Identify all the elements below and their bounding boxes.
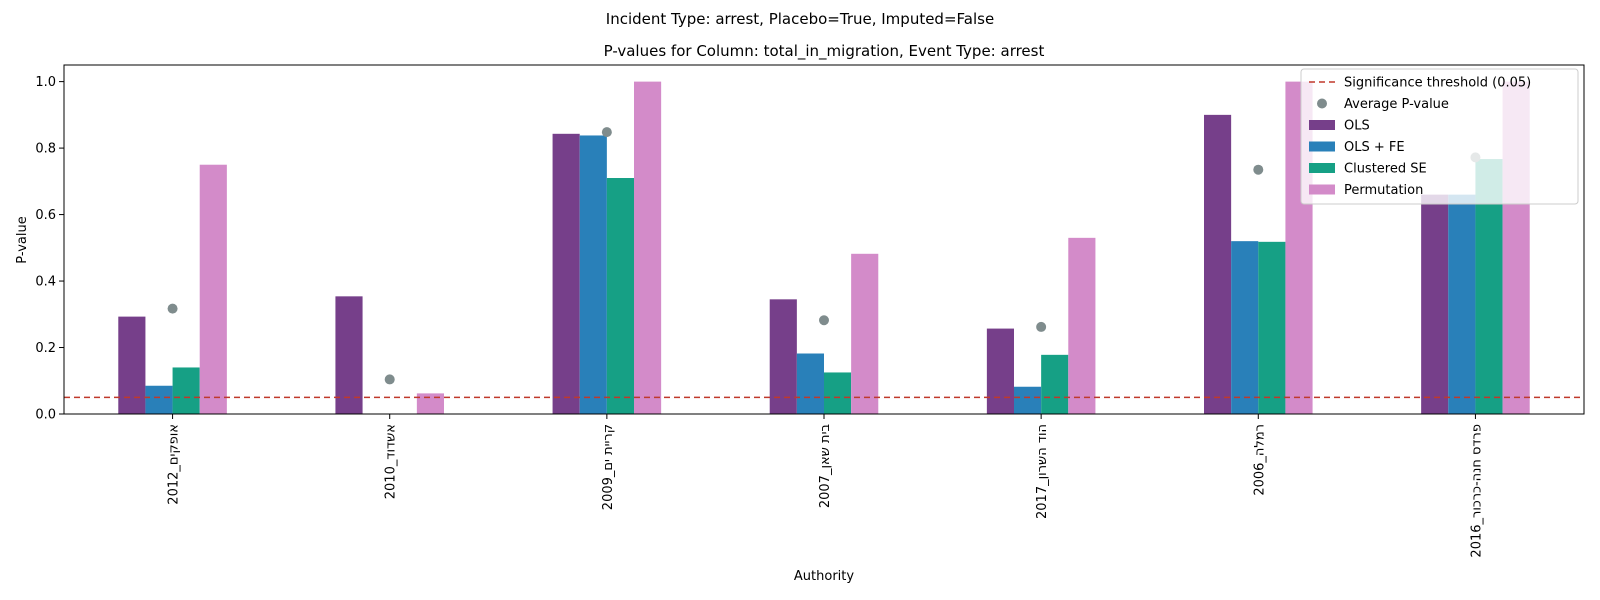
bar-ols — [552, 133, 580, 414]
bar-ols — [769, 299, 797, 414]
bar-ols — [118, 316, 146, 414]
y-axis: 0.0 0.2 0.4 0.6 0.8 1.0 — [35, 75, 64, 423]
legend-label-average-p-value: Average P-value — [1344, 97, 1449, 112]
y-tick-label: 0.0 — [35, 408, 56, 423]
bar-clustered-se — [1041, 354, 1069, 414]
bar-clustered-se — [606, 178, 634, 414]
y-tick-label: 0.2 — [35, 341, 56, 356]
y-tick-label: 0.4 — [35, 275, 56, 290]
x-axis-label: Authority — [794, 569, 854, 584]
bar-ols-fe — [1014, 386, 1042, 414]
bar-permutation — [1068, 237, 1096, 414]
legend-swatch-ols-fe — [1309, 141, 1335, 152]
x-tick-label: רמלה_2006 — [1252, 424, 1267, 496]
bar-ols — [1204, 114, 1232, 414]
x-tick-label: אשדוד_2010 — [384, 424, 399, 499]
bar-permutation — [634, 81, 662, 414]
legend-label-ols-fe: OLS + FE — [1344, 140, 1405, 155]
legend-label-significance-threshold-0-05: Significance threshold (0.05) — [1344, 76, 1531, 91]
legend-swatch-clustered-se — [1309, 163, 1335, 173]
x-tick-label: בית שאן_2007 — [818, 424, 833, 508]
legend-box — [1300, 68, 1579, 205]
average-p-value-point — [819, 315, 829, 326]
average-p-value-point — [384, 374, 395, 385]
y-tick-label: 1.0 — [35, 75, 56, 90]
bar-permutation — [199, 164, 227, 414]
chart-title: P-values for Column: total_in_migration,… — [604, 42, 1045, 61]
average-p-value-point — [601, 127, 612, 138]
x-tick-label: אופקים_2012 — [167, 424, 182, 505]
bar-permutation — [851, 253, 879, 414]
bar-ols-fe — [1231, 241, 1259, 414]
bar-ols — [335, 296, 363, 414]
bar-ols-fe — [796, 353, 824, 414]
average-p-value-point — [1036, 321, 1047, 332]
bar-ols-fe — [579, 135, 607, 414]
legend-label-ols: OLS — [1344, 119, 1370, 134]
x-tick-label: קריית ים_2009 — [601, 424, 616, 510]
y-tick-label: 0.6 — [35, 208, 56, 223]
average-p-value-point — [1253, 164, 1264, 175]
average-p-value-point — [167, 303, 178, 314]
y-tick-label: 0.8 — [35, 142, 56, 157]
bar-clustered-se — [172, 367, 200, 414]
legend-swatch-average-p-value — [1317, 98, 1327, 109]
y-axis-label: P-value — [15, 216, 30, 263]
figure-suptitle: Incident Type: arrest, Placebo=True, Imp… — [606, 10, 994, 28]
x-axis: אופקים_2012 אשדוד_2010 קריית ים_2009 בית שא… — [167, 414, 1484, 558]
legend-swatch-permutation — [1309, 184, 1335, 195]
x-tick-label: הוד השרון_2017 — [1035, 424, 1050, 519]
legend-label-permutation: Permutation — [1344, 183, 1423, 198]
legend-label-clustered-se: Clustered SE — [1344, 162, 1427, 177]
plot-area — [64, 81, 1584, 414]
bar-ols — [986, 328, 1014, 414]
bar-clustered-se — [824, 372, 852, 414]
x-tick-label: פרדס חנה-כרכור_2016 — [1469, 424, 1484, 558]
bar-ols-fe — [145, 385, 173, 414]
bar-ols — [1421, 194, 1449, 414]
legend-swatch-ols — [1309, 120, 1335, 130]
bar-permutation — [416, 393, 444, 414]
bar-ols-fe — [1448, 194, 1476, 414]
legend: Significance threshold (0.05) Average P-v… — [1300, 68, 1579, 205]
bar-clustered-se — [1258, 241, 1286, 414]
